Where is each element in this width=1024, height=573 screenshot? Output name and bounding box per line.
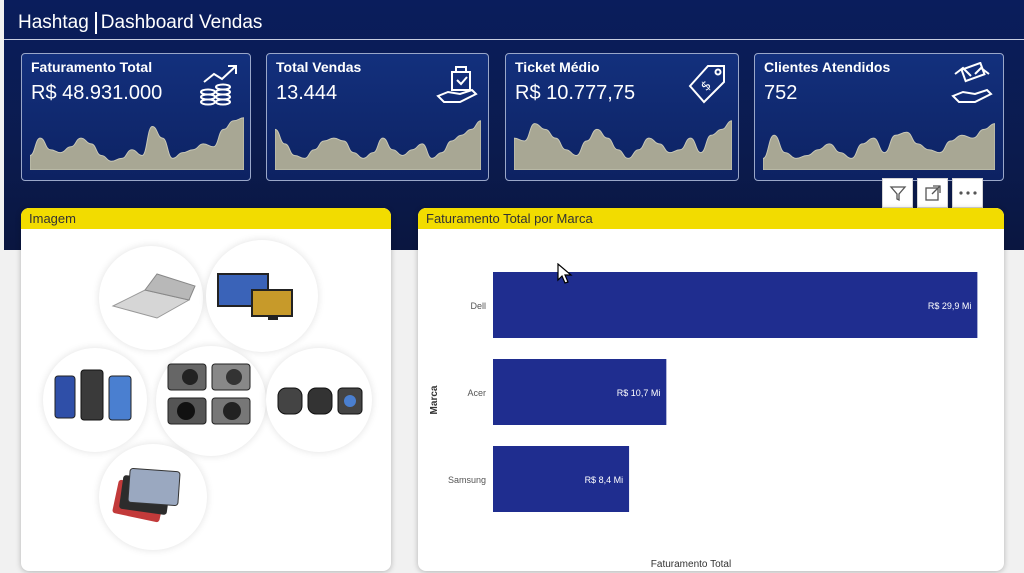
kpi-title: Ticket Médio — [515, 59, 600, 75]
category-label: Dell — [470, 301, 486, 311]
brand-name: Hashtag — [4, 11, 97, 34]
price-tag-icon: $ — [688, 65, 725, 104]
focus-mode-icon[interactable] — [917, 178, 948, 208]
sparkline-area — [763, 123, 995, 170]
bar-dell[interactable] — [493, 272, 978, 338]
sparkline-area — [514, 120, 732, 170]
revenue-growth-icon — [200, 65, 237, 106]
monitor-product-image — [206, 240, 318, 352]
category-label: Samsung — [448, 475, 486, 485]
data-label: R$ 8,4 Mi — [585, 475, 624, 485]
image-card[interactable]: Imagem — [21, 208, 391, 571]
title-bar: Hashtag Dashboard Vendas — [4, 6, 1024, 40]
kpi-sparkline — [514, 120, 732, 170]
kpi-title: Faturamento Total — [31, 59, 153, 75]
more-options-icon[interactable] — [952, 178, 983, 208]
x-axis-title: Faturamento Total — [651, 559, 731, 570]
kpi-value: R$ 48.931.000 — [31, 82, 163, 104]
bar-acer[interactable] — [493, 359, 667, 425]
page-title: Dashboard Vendas — [100, 11, 263, 33]
kpi-value: 13.444 — [276, 82, 338, 104]
visual-header-toolbar — [882, 178, 983, 208]
kpi-value: 752 — [764, 82, 798, 104]
kpi-sparkline — [30, 117, 244, 170]
sparkline-area — [275, 120, 481, 170]
data-label: R$ 29,9 Mi — [928, 301, 972, 311]
sparkline-area — [30, 117, 244, 170]
data-label: R$ 10,7 Mi — [617, 388, 661, 398]
laptop-product-image — [99, 246, 203, 350]
kpi-value: R$ 10.777,75 — [515, 82, 636, 104]
brand-revenue-chart-card[interactable]: Faturamento Total por Marca Dell R$ 29,9 … — [418, 208, 1004, 571]
kpi-card-clientes-atendidos[interactable]: Clientes Atendidos 752 — [754, 53, 1004, 181]
svg-text:$: $ — [698, 78, 714, 94]
kpi-title: Clientes Atendidos — [764, 59, 891, 75]
tablets-product-image — [99, 444, 207, 550]
handshake-money-icon — [951, 62, 993, 103]
y-axis-title: Marca — [429, 385, 440, 414]
kpi-title: Total Vendas — [276, 59, 362, 75]
filter-icon[interactable] — [882, 178, 913, 208]
cameras-product-image — [156, 346, 266, 456]
kpi-card-faturamento[interactable]: Faturamento Total R$ 48.931.000 — [21, 53, 251, 181]
kpi-sparkline — [275, 120, 481, 170]
kpi-sparkline — [763, 123, 995, 170]
image-card-title: Imagem — [21, 208, 391, 229]
category-label: Acer — [467, 388, 486, 398]
brand-revenue-bar-chart[interactable]: Dell R$ 29,9 Mi Acer R$ 10,7 Mi Samsung R$ 8,… — [418, 229, 1004, 571]
bar-samsung[interactable] — [493, 446, 630, 512]
smartwatches-product-image — [266, 348, 372, 452]
chart-title: Faturamento Total por Marca — [418, 208, 1004, 229]
mouse-cursor-icon — [557, 263, 573, 284]
kpi-card-total-vendas[interactable]: Total Vendas 13.444 — [266, 53, 489, 181]
shopping-bag-hand-icon — [436, 66, 478, 103]
smartphones-product-image — [43, 348, 147, 452]
kpi-card-ticket-medio[interactable]: Ticket Médio R$ 10.777,75 $ — [505, 53, 739, 181]
